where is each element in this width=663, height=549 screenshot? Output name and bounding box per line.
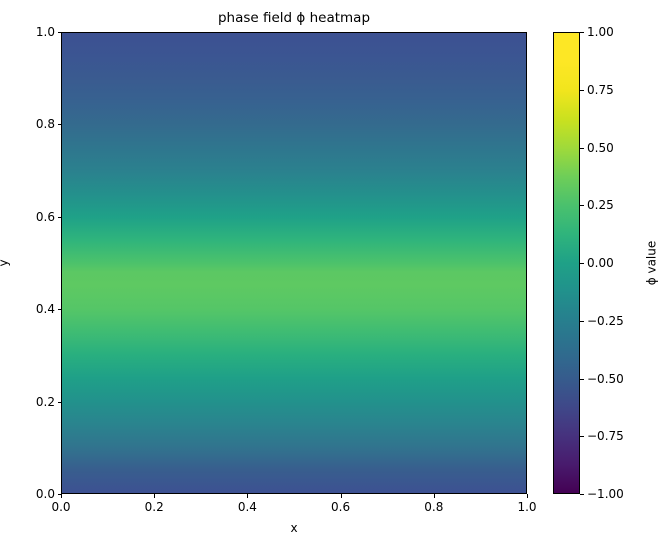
x-tick-label: 0.6 [331, 500, 351, 514]
page-title: phase field ϕ heatmap [217, 10, 371, 26]
y-tick-mark [57, 216, 61, 218]
x-tick-mark [340, 494, 342, 498]
colorbar-tick-mark [580, 263, 584, 264]
colorbar-tick-mark [580, 436, 584, 438]
y-tick-label: 0.4 [35, 302, 55, 317]
colorbar-tick-label: 0.00 [587, 256, 614, 270]
heatmap-axes [61, 32, 527, 494]
colorbar-tick-mark [580, 320, 584, 322]
x-tick-mark [154, 494, 156, 498]
y-tick-label: 0.0 [35, 487, 55, 501]
y-tick-mark [57, 494, 61, 495]
y-tick-mark [57, 309, 61, 311]
colorbar-tick-mark [580, 494, 584, 495]
heatmap-image [62, 33, 526, 493]
x-tick-label: 0.4 [237, 500, 257, 514]
colorbar-tick-label: −0.75 [587, 429, 624, 444]
x-tick-label: 0.8 [424, 500, 444, 514]
colorbar-tick-label: 0.25 [587, 198, 614, 213]
x-tick-mark [247, 494, 249, 498]
colorbar-tick-label: 0.50 [587, 140, 614, 155]
colorbar [553, 32, 580, 494]
x-tick-label: 0.2 [144, 500, 164, 514]
colorbar-gradient [554, 33, 579, 493]
x-tick-mark [433, 494, 435, 498]
colorbar-tick-mark [580, 205, 584, 207]
x-tick-label: 0.0 [51, 500, 71, 514]
colorbar-tick-mark [580, 32, 584, 33]
y-tick-mark [57, 124, 61, 126]
colorbar-tick-label: 1.00 [587, 25, 614, 39]
colorbar-tick-label: −1.00 [587, 487, 624, 501]
colorbar-tick-mark [580, 147, 584, 149]
x-tick-mark [61, 494, 62, 498]
y-tick-label: 1.0 [35, 25, 55, 39]
y-tick-mark [57, 401, 61, 403]
y-tick-label: 0.6 [35, 209, 55, 224]
y-tick-label: 0.2 [35, 394, 55, 409]
x-axis-label: x [290, 521, 298, 535]
colorbar-tick-label: 0.75 [587, 82, 614, 97]
x-tick-label: 1.0 [517, 500, 537, 514]
colorbar-tick-mark [580, 378, 584, 380]
colorbar-tick-label: −0.25 [587, 313, 624, 328]
colorbar-label: ϕ value [644, 240, 659, 286]
x-tick-mark [527, 494, 528, 498]
colorbar-tick-label: −0.50 [587, 371, 624, 386]
y-axis-label: y [0, 259, 11, 266]
y-tick-mark [57, 32, 61, 33]
y-tick-label: 0.8 [35, 117, 55, 132]
colorbar-tick-mark [580, 89, 584, 91]
